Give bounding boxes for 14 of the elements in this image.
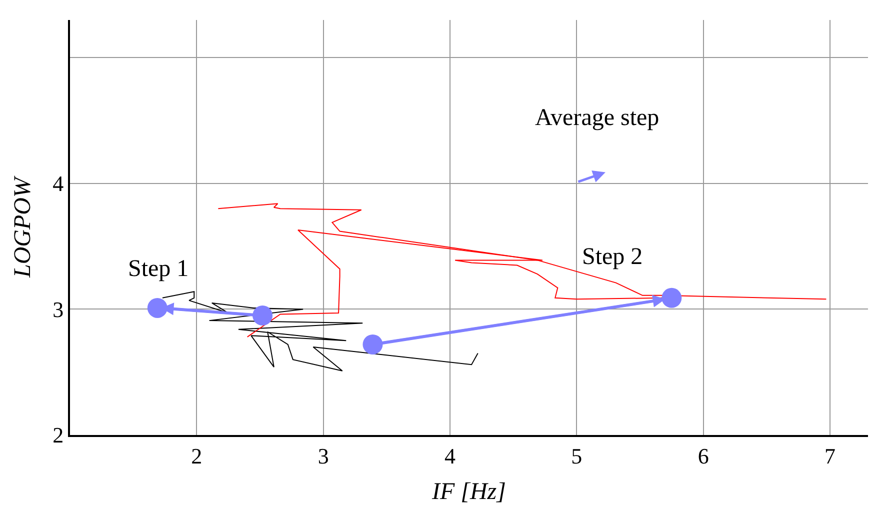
y-tick-label: 2 — [52, 422, 64, 448]
annotation: Average step — [535, 105, 660, 131]
y-tick-label: 4 — [52, 171, 64, 196]
x-axis-title: IF [Hz] — [430, 479, 506, 506]
x-tick-label: 7 — [824, 443, 836, 468]
y-axis-title: LOGPOW — [10, 175, 36, 278]
x-tick-label: 3 — [318, 443, 329, 468]
x-tick-label: 4 — [444, 443, 456, 468]
x-tick-label: 6 — [698, 443, 709, 468]
annotation: Step 2 — [582, 244, 643, 270]
x-tick-label: 2 — [191, 443, 202, 468]
y-tick-label: 3 — [52, 296, 64, 322]
x-tick-label: 5 — [571, 443, 582, 468]
annotation: Step 1 — [128, 256, 189, 282]
